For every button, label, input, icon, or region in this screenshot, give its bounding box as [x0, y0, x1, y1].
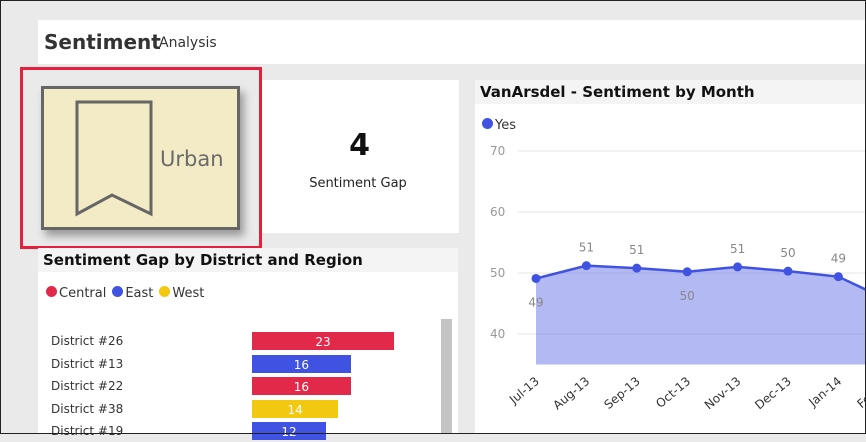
line-chart: 70 60 50 40 49 Jul-13 51 Aug-13 51 Sep-13 50 Oct-13…: [490, 144, 866, 412]
kpi-label: Sentiment Gap: [309, 176, 407, 191]
legend-item-east[interactable]: East: [112, 286, 153, 301]
bar-row[interactable]: District #19 12: [38, 422, 438, 442]
data-label: 50: [680, 289, 695, 303]
page-header: Sentiment Analysis: [38, 20, 866, 64]
legend-item-yes[interactable]: Yes: [482, 118, 516, 133]
bar[interactable]: 14: [252, 399, 339, 418]
bar-row[interactable]: District #13 16: [38, 354, 438, 375]
legend-item-central[interactable]: Central: [46, 286, 106, 301]
x-tick-label: Nov-13: [702, 374, 744, 412]
series-line: [535, 264, 866, 292]
legend-dot: [46, 286, 57, 297]
selection-highlight: [20, 67, 262, 249]
legend-dot: [159, 286, 171, 297]
line-chart-panel: VanArsdel - Sentiment by Month Yes 70 60 5…: [475, 80, 866, 434]
data-label: 51: [629, 243, 644, 257]
category-label: District #38: [51, 401, 124, 416]
data-point: [833, 272, 843, 282]
x-tick-label: Dec-13: [752, 374, 794, 412]
category-label: District #26: [51, 334, 124, 348]
bar-row[interactable]: District #26 23: [38, 332, 438, 352]
x-tick-label: Feb-14: [854, 374, 866, 411]
y-tick-label: 50: [490, 266, 505, 280]
area-fill: [536, 265, 866, 365]
legend-label: East: [125, 286, 154, 301]
data-label: 50: [780, 246, 795, 260]
data-label: 51: [730, 242, 745, 256]
bookmark-button-urban[interactable]: Urban: [41, 86, 240, 230]
y-tick-label: 40: [490, 327, 505, 341]
data-point: [783, 266, 793, 276]
bar-row[interactable]: District #38 14: [38, 399, 438, 420]
x-tick-label: Oct-13: [653, 374, 693, 411]
x-tick-label: Sep-13: [601, 374, 642, 412]
bar-chart-title: Sentiment Gap by District and Region: [38, 248, 458, 272]
bar[interactable]: 12: [252, 422, 327, 441]
bar[interactable]: 16: [252, 377, 351, 396]
bar[interactable]: 23: [252, 332, 394, 350]
bar-legend: Central East West: [46, 286, 206, 301]
page-subtitle: Analysis: [159, 35, 217, 51]
kpi-card: 4 Sentiment Gap: [260, 80, 459, 233]
x-tick-label: Aug-13: [550, 374, 592, 412]
data-label: 49: [528, 295, 543, 309]
data-label: 49: [831, 252, 846, 266]
bookmark-label: Urban: [160, 147, 224, 171]
legend-label: Central: [59, 286, 107, 301]
bar-chart-panel: Sentiment Gap by District and Region Cen…: [38, 248, 458, 441]
y-tick-label: 60: [490, 205, 505, 219]
category-label: District #13: [51, 356, 124, 371]
data-point: [632, 263, 642, 273]
kpi-value: 4: [349, 128, 370, 163]
bar-row[interactable]: District #22 16: [38, 377, 438, 397]
bar[interactable]: 16: [252, 354, 351, 373]
scrollbar[interactable]: [441, 319, 452, 434]
legend-label: Yes: [495, 118, 516, 133]
line-chart-title: VanArsdel - Sentiment by Month: [475, 80, 866, 104]
y-tick-label: 70: [490, 144, 505, 158]
page-title: Sentiment: [44, 30, 161, 54]
legend-dot: [482, 118, 493, 129]
data-point: [682, 267, 692, 277]
bookmark-icon: [75, 100, 153, 217]
data-point: [581, 261, 591, 271]
category-label: District #22: [51, 379, 124, 394]
category-label: District #19: [51, 424, 124, 439]
data-point: [531, 273, 541, 283]
legend-dot: [112, 286, 124, 297]
legend-label: West: [172, 286, 205, 301]
data-point: [733, 262, 743, 272]
data-label: 51: [579, 241, 594, 255]
line-legend: Yes: [482, 118, 518, 133]
x-tick-label: Jan-14: [805, 374, 844, 410]
x-tick-label: Jul-13: [506, 374, 542, 407]
legend-item-west[interactable]: West: [159, 286, 204, 301]
